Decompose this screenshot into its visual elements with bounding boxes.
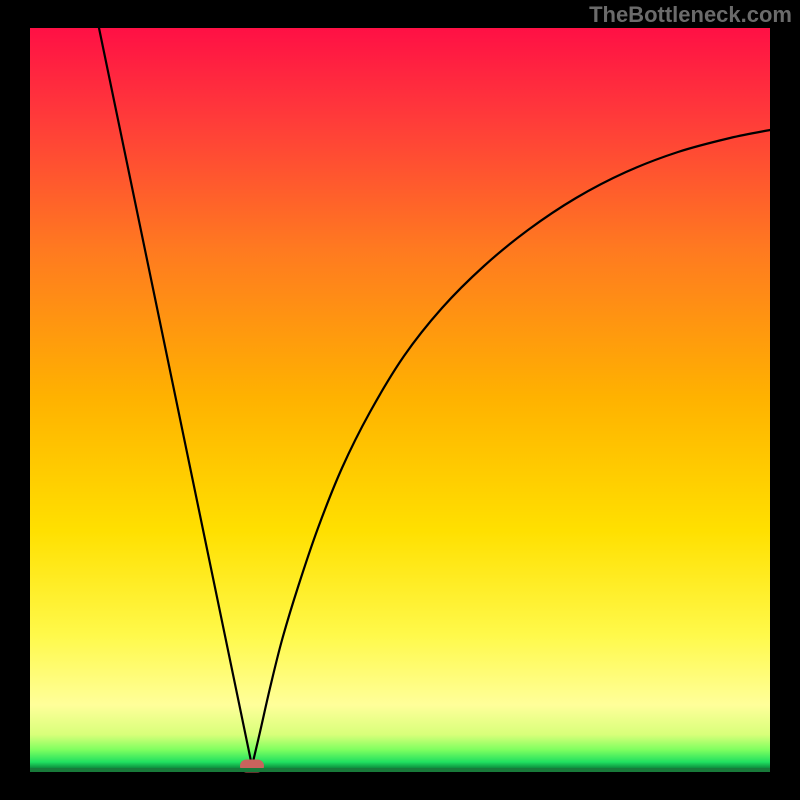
watermark-text: TheBottleneck.com	[589, 2, 792, 28]
bottleneck-curve	[0, 0, 800, 800]
bottom-green-strip	[30, 768, 770, 772]
chart-container: TheBottleneck.com	[0, 0, 800, 800]
